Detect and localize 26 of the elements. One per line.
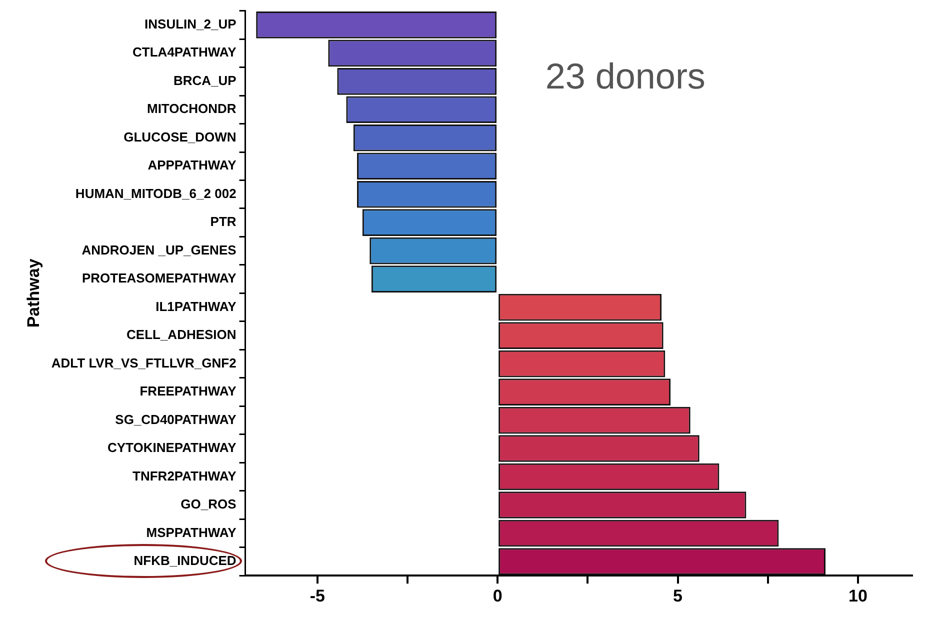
y-tick-label: CELL_ADHESION bbox=[126, 327, 236, 342]
y-axis-title: Pathway bbox=[24, 258, 43, 328]
y-tick-label: TNFR2PATHWAY bbox=[132, 468, 237, 484]
y-tick-label: MITOCHONDR bbox=[146, 101, 237, 116]
y-tick-label: ANDROJEN _UP_GENES bbox=[82, 242, 237, 258]
y-tick-label: GLUCOSE_DOWN bbox=[124, 129, 236, 144]
y-tick-label: PROTEASOMEPATHWAY bbox=[82, 270, 237, 286]
y-tick-label: NFKB_INDUCED bbox=[134, 553, 236, 568]
y-tick-label: HUMAN_MITODB_6_2 002 bbox=[75, 186, 236, 201]
y-tick-label: MSPPATHWAY bbox=[146, 524, 237, 540]
y-tick-label: BRCA_UP bbox=[173, 72, 237, 88]
y-tick-label: CTLA4PATHWAY bbox=[132, 44, 237, 60]
x-tick-label: 0 bbox=[492, 586, 502, 606]
y-tick-label: INSULIN_2_UP bbox=[144, 16, 237, 32]
y-tick-label: ADLT LVR_VS_FTLLVR_GNF2 bbox=[51, 355, 236, 370]
y-tick-label: GO_ROS bbox=[180, 496, 237, 512]
x-tick-label: 10 bbox=[848, 586, 868, 606]
annotation: 23 donors bbox=[545, 56, 706, 97]
x-tick-label: 5 bbox=[673, 586, 682, 606]
x-tick-label: -5 bbox=[310, 586, 325, 606]
y-tick-label: APPPATHWAY bbox=[148, 158, 237, 173]
y-tick-label: SG_CD40PATHWAY bbox=[115, 412, 237, 427]
y-tick-label: FREEPATHWAY bbox=[140, 384, 237, 399]
y-tick-label: IL1PATHWAY bbox=[156, 298, 237, 314]
y-tick-label: CYTOKINEPATHWAY bbox=[107, 440, 237, 456]
y-tick-label: PTR bbox=[210, 214, 237, 230]
